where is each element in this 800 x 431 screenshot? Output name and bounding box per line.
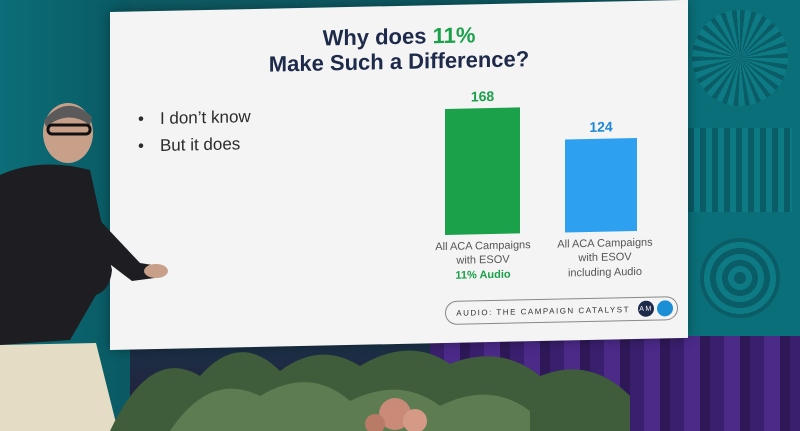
bar2-caption-line1: All ACA Campaigns <box>557 236 653 251</box>
presenter-jacket <box>0 164 112 345</box>
decorative-rings-icon <box>700 238 780 318</box>
bar1-caption: All ACA Campaigns with ESOV 11% Audio <box>428 238 538 283</box>
bar-all-aca-11-audio <box>445 107 520 235</box>
stage-wall-right <box>670 0 800 360</box>
am-logo-icon: AM <box>638 300 654 317</box>
footer-text: AUDIO: THE CAMPAIGN CATALYST <box>456 304 630 318</box>
plant-arrangement <box>110 350 630 431</box>
glasses-icon <box>46 123 92 136</box>
brand-logo-icon <box>657 300 673 317</box>
slide-footer: AUDIO: THE CAMPAIGN CATALYST AM <box>445 296 678 325</box>
title-prefix: Why does <box>322 23 427 51</box>
title-highlight: 11% <box>432 22 476 49</box>
bar-value-168: 168 <box>470 87 495 105</box>
bar1-caption-line3: 11% Audio <box>455 268 511 282</box>
projection-screen: Why does 11% Make Such a Difference? I d… <box>110 0 688 350</box>
bar-value-124: 124 <box>589 118 613 135</box>
decorative-stripes-icon <box>688 128 792 212</box>
bar-all-aca-including-audio <box>565 137 637 233</box>
presenter-hair <box>44 105 92 127</box>
bar2-caption-line3: including Audio <box>567 265 642 280</box>
presenter <box>0 103 168 431</box>
presenter-hand <box>144 264 168 278</box>
bar2-caption: All ACA Campaigns with ESOV including Au… <box>550 235 660 280</box>
decorative-sunburst-icon <box>692 10 788 106</box>
bar1-caption-line1: All ACA Campaigns <box>435 239 531 254</box>
title-line2: Make Such a Difference? <box>268 46 530 77</box>
slide-title: Why does 11% Make Such a Difference? <box>110 18 688 81</box>
presenter-trousers <box>0 343 118 431</box>
